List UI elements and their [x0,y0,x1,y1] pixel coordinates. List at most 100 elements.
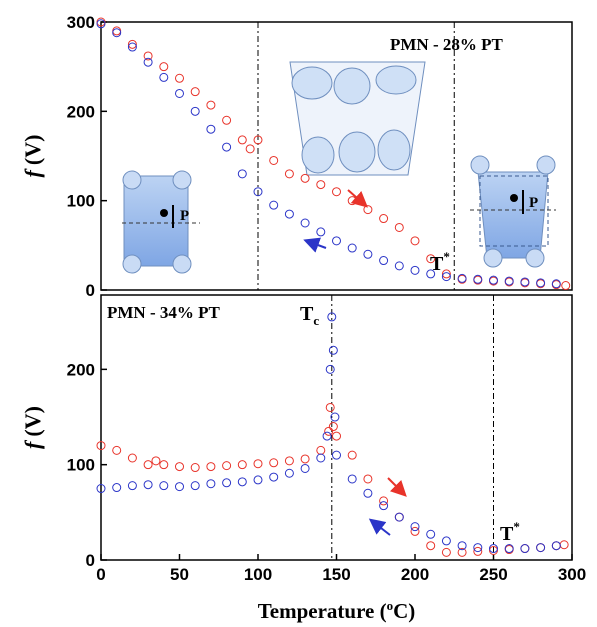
data-point [112,445,122,455]
x-tick-label: 100 [244,565,272,584]
data-point [175,482,184,492]
data-point [457,541,467,551]
x-tick-label: 250 [479,565,507,584]
data-point [127,39,137,49]
data-point [394,261,404,271]
data-point [457,273,467,283]
data-point [379,214,389,224]
data-point [269,458,279,468]
annotation-sup: * [443,249,450,264]
data-point [159,72,169,82]
data-point [332,450,341,460]
data-point [96,484,106,494]
plot-frame [100,21,573,291]
data-point [441,269,451,279]
data-point [520,544,530,554]
x-axis-label: Temperature (oC) [258,598,416,623]
data-point [325,402,335,412]
data-point [473,274,483,284]
data-point [441,272,451,282]
data-point [96,19,106,29]
data-point [394,512,404,522]
data-point [504,276,514,286]
data-point [363,249,373,259]
annotation-text: T [300,303,314,325]
data-point [559,540,569,550]
data-point [143,57,153,67]
data-point [324,426,334,436]
data-point [473,546,483,556]
data-point [237,169,247,179]
data-point [190,106,200,116]
annotation-text: T [500,523,514,545]
data-point [190,481,200,491]
annotation-sub: c [313,313,319,328]
data-point [347,243,357,253]
data-point [237,460,247,470]
data-point [175,88,184,98]
y-axis-label: f(V) [20,135,45,178]
y-tick-label: 200 [67,102,95,121]
data-point [410,265,420,275]
data-point [322,431,332,441]
inset-right [470,155,556,268]
data-point [551,279,561,289]
data-point [284,468,294,478]
data-point [441,547,451,557]
data-point [426,269,436,279]
data-point [504,544,514,554]
data-point [143,460,153,470]
data-point [328,422,338,432]
data-point [363,474,373,484]
data-point [269,472,279,482]
data-point [159,62,169,72]
y-axis-label: f(V) [20,406,45,449]
data-point [551,541,561,551]
data-point [536,278,546,288]
data-point [206,462,216,472]
data-point [206,124,216,134]
data-point [379,501,389,511]
data-point [112,28,122,38]
data-point [300,454,310,464]
x-tick-label: 0 [96,565,105,584]
data-point [222,142,232,152]
plot-frame [100,294,573,561]
x-tick-label: 50 [170,565,189,584]
data-point [127,42,137,52]
data-point [379,256,389,266]
x-axis-sup: o [387,598,394,613]
data-point [536,543,546,553]
data-point [206,100,216,110]
data-point [222,115,232,125]
x-axis-text: Temperature ( [258,599,387,623]
data-point [175,462,184,472]
data-point [143,480,153,490]
data-point [284,456,294,466]
data-point [206,479,216,489]
data-point [363,205,373,215]
annotation: P [180,208,189,224]
data-point [112,483,122,493]
data-point [222,478,232,488]
data-point [394,222,404,232]
data-point [441,536,451,546]
y-tick-label: 0 [86,281,95,300]
data-point [410,522,420,532]
data-point [520,277,530,287]
data-point [325,364,335,374]
data-point [253,475,263,485]
data-point [190,463,200,473]
data-point [237,135,247,145]
data-point [159,481,169,491]
annotation: PMN - 34% PT [107,303,221,322]
inset-middle [289,61,426,176]
data-point [127,481,137,491]
data-point [410,236,420,246]
data-point [269,155,279,165]
annotation: T* [430,249,450,275]
data-point [561,281,571,291]
data-point [347,196,357,206]
data-point [473,543,483,553]
x-tick-label: 150 [322,565,350,584]
